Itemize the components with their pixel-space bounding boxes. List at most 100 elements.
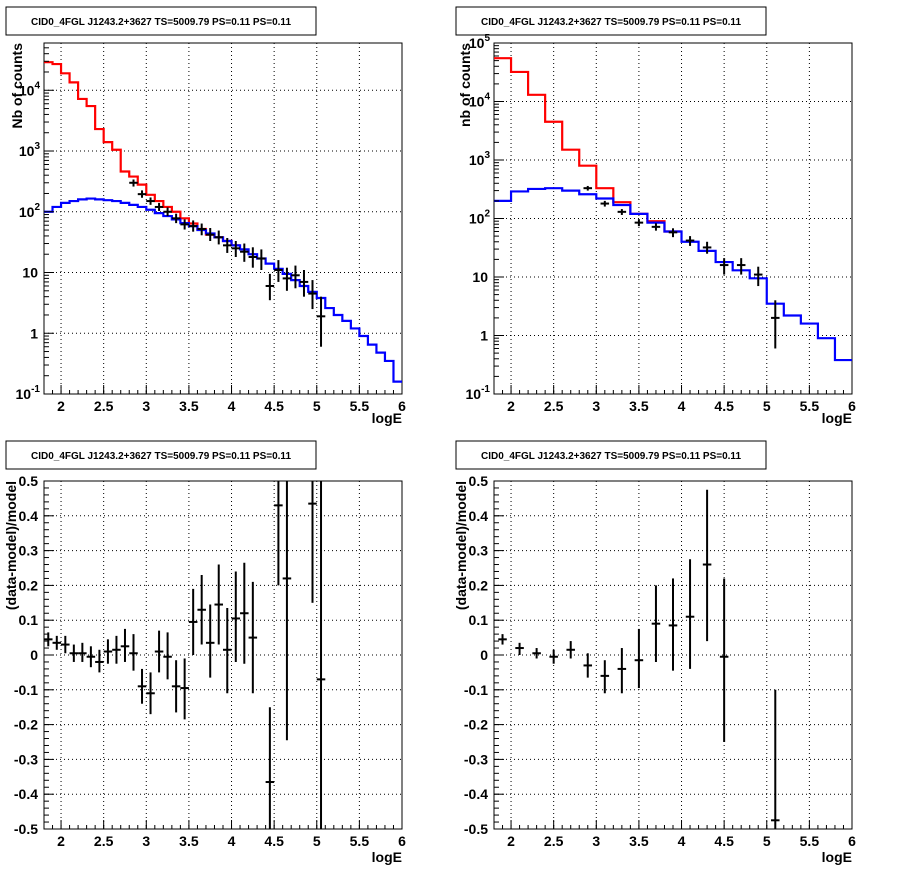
- y-tick-label: 103: [469, 150, 491, 168]
- y-tick-label: 0.4: [469, 508, 489, 524]
- x-tick-label: 5.5: [800, 833, 820, 849]
- x-tick-label: 5.5: [350, 833, 370, 849]
- y-tick-label: 10-1: [466, 384, 491, 402]
- y-tick-label: -0.2: [464, 717, 488, 733]
- grid: [44, 480, 403, 830]
- series-2-line: [44, 197, 402, 383]
- x-tick-label: 5: [313, 398, 321, 414]
- x-tick-label: 4.5: [714, 833, 734, 849]
- y-tick-label: -0.4: [464, 786, 488, 802]
- y-axis-label: (data-model)/model: [453, 481, 469, 610]
- chart-title: CID0_4FGL J1243.2+3627 TS=5009.79 PS=0.1…: [31, 451, 291, 462]
- y-tick-label: 0.5: [19, 473, 39, 489]
- x-axis-label: logE: [822, 410, 852, 426]
- y-tick-label: 0.2: [469, 577, 489, 593]
- axis-ticks: 2 2.5 3 3.5 4 4.5 5 5.5 6 10-1 1 10 102 103 104: [16, 42, 406, 414]
- x-tick-label: 5: [763, 398, 771, 414]
- grid: [44, 43, 403, 395]
- x-tick-label: 4: [678, 833, 686, 849]
- x-tick-label: 3.5: [179, 833, 199, 849]
- y-tick-label: 0: [30, 647, 38, 663]
- x-tick-label: 3: [592, 398, 600, 414]
- y-tick-label: 10-1: [16, 384, 41, 402]
- panel-3: CID0_4FGL J1243.2+3627 TS=5009.79 PS=0.1…: [3, 440, 406, 865]
- chart-title: CID0_4FGL J1243.2+3627 TS=5009.79 PS=0.1…: [31, 17, 291, 28]
- y-axis-label: nb of counts: [457, 43, 473, 127]
- x-axis-label: logE: [372, 410, 402, 426]
- y-tick-label: 0.4: [19, 508, 39, 524]
- y-tick-label: 102: [19, 202, 41, 220]
- x-tick-label: 6: [398, 833, 406, 849]
- x-tick-label: 2: [507, 398, 515, 414]
- y-tick-label: 0: [480, 647, 488, 663]
- title-box: [455, 6, 767, 36]
- y-tick-label: 105: [469, 33, 491, 51]
- y-tick-label: -0.3: [464, 751, 488, 767]
- data-layer: [494, 57, 852, 362]
- x-tick-label: 5.5: [350, 398, 370, 414]
- y-tick-label: -0.5: [14, 821, 38, 837]
- axis-ticks: 2 2.5 3 3.5 4 4.5 5 5.5 6 10-1 1 10 102 103 104 105: [466, 33, 857, 414]
- x-tick-label: 6: [848, 398, 856, 414]
- series-1-line: [44, 61, 241, 247]
- x-tick-label: 5: [763, 833, 771, 849]
- chart-title: CID0_4FGL J1243.2+3627 TS=5009.79 PS=0.1…: [481, 17, 741, 28]
- x-tick-label: 4: [228, 398, 236, 414]
- title-box: [5, 440, 317, 470]
- y-tick-label: 0.1: [19, 612, 39, 628]
- x-tick-label: 3.5: [629, 398, 649, 414]
- y-axis-label: (data-model)/model: [3, 481, 19, 610]
- panel-2: CID0_4FGL J1243.2+3627 TS=5009.79 PS=0.1…: [455, 6, 857, 426]
- x-tick-label: 2.5: [94, 833, 114, 849]
- x-tick-label: 2: [57, 398, 65, 414]
- data-layer: [44, 61, 402, 383]
- data-layer: [44, 481, 326, 829]
- y-tick-label: -0.1: [464, 682, 488, 698]
- y-tick-label: 0.3: [469, 543, 489, 559]
- x-tick-label: 3.5: [179, 398, 199, 414]
- y-tick-label: 0.1: [469, 612, 489, 628]
- x-tick-label: 3: [142, 833, 150, 849]
- x-tick-label: 4.5: [264, 833, 284, 849]
- y-tick-label: 0.3: [19, 543, 39, 559]
- x-tick-label: 4: [678, 398, 686, 414]
- axis-ticks: 2 2.5 3 3.5 4 4.5 5 5.5 6 -0.5 -0.4 -0.3 -0.2 -0.1 0 0.…: [14, 473, 406, 849]
- y-tick-label: 0.2: [19, 577, 39, 593]
- x-tick-label: 2.5: [544, 398, 564, 414]
- y-tick-label: 104: [469, 92, 491, 110]
- x-axis-label: logE: [372, 849, 402, 865]
- x-tick-label: 4.5: [264, 398, 284, 414]
- title-box: [455, 440, 767, 470]
- y-tick-label: 0.5: [469, 473, 489, 489]
- panel-1: CID0_4FGL J1243.2+3627 TS=5009.79 PS=0.1…: [5, 6, 406, 426]
- y-tick-label: 102: [469, 209, 491, 227]
- x-axis-label: logE: [822, 849, 852, 865]
- x-tick-label: 3: [592, 833, 600, 849]
- series-2-line: [494, 187, 852, 362]
- y-tick-label: 103: [19, 141, 41, 159]
- x-tick-label: 5: [313, 833, 321, 849]
- plot-frame: [43, 42, 403, 395]
- y-tick-label: -0.3: [14, 751, 38, 767]
- y-tick-label: -0.2: [14, 717, 38, 733]
- x-tick-label: 5.5: [800, 398, 820, 414]
- data-layer: [498, 489, 780, 829]
- series-1-line: [494, 57, 682, 233]
- y-tick-label: -0.1: [14, 682, 38, 698]
- y-tick-label: -0.5: [464, 821, 488, 837]
- y-tick-label: 10: [22, 265, 38, 281]
- chart-title: CID0_4FGL J1243.2+3627 TS=5009.79 PS=0.1…: [481, 451, 741, 462]
- x-tick-label: 2.5: [544, 833, 564, 849]
- y-tick-label: 10: [472, 269, 488, 285]
- x-tick-label: 3: [142, 398, 150, 414]
- y-tick-label: 1: [30, 325, 38, 341]
- x-tick-label: 2: [57, 833, 65, 849]
- x-tick-label: 4: [228, 833, 236, 849]
- x-tick-label: 6: [848, 833, 856, 849]
- y-tick-label: 1: [480, 328, 488, 344]
- y-axis-label: Nb of counts: [9, 43, 25, 129]
- y-tick-label: -0.4: [14, 786, 38, 802]
- x-tick-label: 3.5: [629, 833, 649, 849]
- x-tick-label: 2: [507, 833, 515, 849]
